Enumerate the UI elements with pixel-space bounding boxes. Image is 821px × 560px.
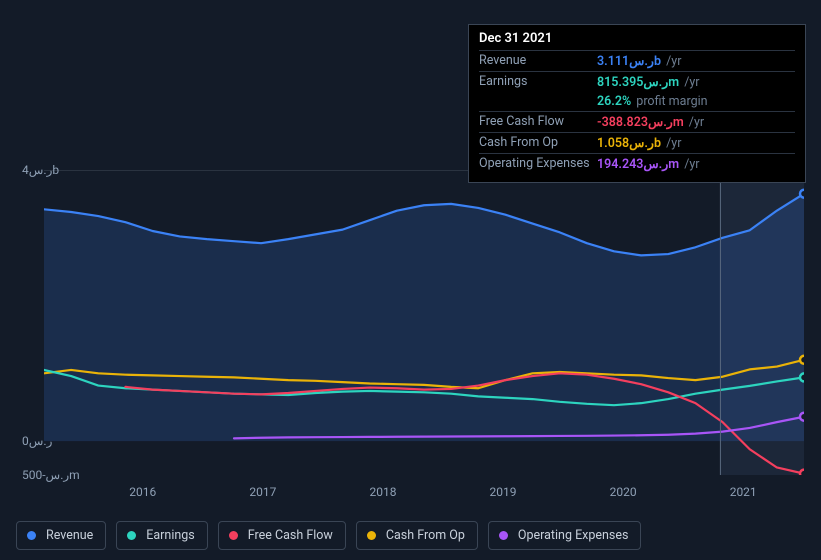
x-axis-label: 2020 <box>610 485 637 499</box>
tooltip-row: Cash From Op1.058ر.سb /yr <box>479 132 795 153</box>
legend-item[interactable]: Operating Expenses <box>488 521 642 550</box>
legend-dot-icon <box>229 531 238 540</box>
legend-label: Free Cash Flow <box>248 528 333 543</box>
tooltip-row: Operating Expenses194.243ر.سm /yr <box>479 153 795 174</box>
legend-item[interactable]: Revenue <box>16 521 106 550</box>
tooltip-row: 26.2% profit margin <box>479 92 795 111</box>
tooltip-row-label: Revenue <box>479 53 597 69</box>
tooltip-row: Free Cash Flow-388.823ر.سm /yr <box>479 111 795 132</box>
tooltip-row-value: 3.111ر.سb /yr <box>597 53 681 69</box>
legend-label: Cash From Op <box>386 528 465 543</box>
legend-label: Operating Expenses <box>518 528 629 543</box>
chart-area: 2016 2017 2018 2019 2020 2021 ر.س4b ر.س0 ر.س-50… <box>16 150 806 510</box>
tooltip-row-value: 815.395ر.سm /yr <box>597 74 700 90</box>
tooltip-date: Dec 31 2021 <box>479 31 795 50</box>
tooltip-rows: Revenue3.111ر.سb /yrEarnings815.395ر.سm … <box>479 50 795 174</box>
tooltip-row: Revenue3.111ر.سb /yr <box>479 50 795 71</box>
legend-dot-icon <box>499 531 508 540</box>
legend-item[interactable]: Cash From Op <box>356 521 478 550</box>
x-axis-label: 2016 <box>129 485 156 499</box>
legend-dot-icon <box>127 531 136 540</box>
legend-item[interactable]: Free Cash Flow <box>218 521 346 550</box>
tooltip-row-value: 26.2% profit margin <box>597 94 708 109</box>
tooltip-row-value: -388.823ر.سm /yr <box>597 114 704 130</box>
tooltip-row-label: Operating Expenses <box>479 156 597 172</box>
y-axis-label: ر.س-500m <box>22 468 80 482</box>
tooltip-row-label: Earnings <box>479 74 597 90</box>
tooltip-row-label: Cash From Op <box>479 135 597 151</box>
chart-svg[interactable] <box>44 170 804 475</box>
legend-item[interactable]: Earnings <box>116 521 207 550</box>
legend-label: Earnings <box>146 528 194 543</box>
tooltip-row-value: 194.243ر.سm /yr <box>597 156 700 172</box>
x-axis-label: 2019 <box>490 485 517 499</box>
x-axis-label: 2018 <box>369 485 396 499</box>
chart-tooltip: Dec 31 2021 Revenue3.111ر.سb /yrEarnings… <box>468 24 806 183</box>
legend-dot-icon <box>27 531 36 540</box>
legend: Revenue Earnings Free Cash Flow Cash From O… <box>16 521 641 550</box>
tooltip-row-value: 1.058ر.سb /yr <box>597 135 681 151</box>
x-axis-labels: 2016 2017 2018 2019 2020 2021 <box>16 485 806 505</box>
legend-label: Revenue <box>46 528 93 543</box>
tooltip-row-label <box>479 94 597 109</box>
legend-dot-icon <box>367 531 376 540</box>
x-axis-label: 2021 <box>730 485 757 499</box>
y-axis-label: ر.س4b <box>22 163 59 177</box>
y-axis-label: ر.س0 <box>22 434 52 448</box>
tooltip-row: Earnings815.395ر.سm /yr <box>479 71 795 92</box>
x-axis-label: 2017 <box>249 485 276 499</box>
tooltip-row-label: Free Cash Flow <box>479 114 597 130</box>
